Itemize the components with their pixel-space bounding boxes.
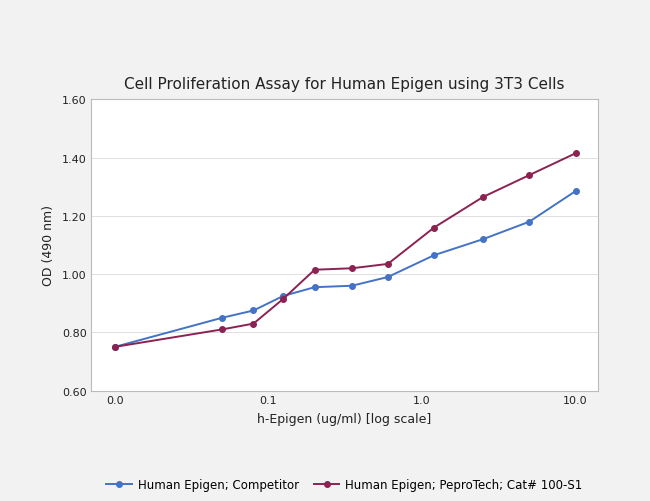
Human Epigen; PeproTech; Cat# 100-S1 xyxy=(218,327,226,333)
Human Epigen; PeproTech; Cat# 100-S1 xyxy=(479,194,487,200)
Human Epigen; Competitor xyxy=(348,283,356,289)
X-axis label: h-Epigen (ug/ml) [log scale]: h-Epigen (ug/ml) [log scale] xyxy=(257,412,432,425)
Human Epigen; Competitor xyxy=(479,236,487,242)
Human Epigen; Competitor xyxy=(311,285,318,291)
Human Epigen; Competitor xyxy=(250,308,257,314)
Title: Cell Proliferation Assay for Human Epigen using 3T3 Cells: Cell Proliferation Assay for Human Epige… xyxy=(124,77,565,92)
Legend: Human Epigen; Competitor, Human Epigen; PeproTech; Cat# 100-S1: Human Epigen; Competitor, Human Epigen; … xyxy=(107,478,582,491)
Human Epigen; Competitor xyxy=(430,253,438,259)
Human Epigen; PeproTech; Cat# 100-S1 xyxy=(250,321,257,327)
Human Epigen; Competitor xyxy=(525,219,533,225)
Human Epigen; PeproTech; Cat# 100-S1 xyxy=(348,266,356,272)
Human Epigen; PeproTech; Cat# 100-S1 xyxy=(111,344,119,350)
Human Epigen; PeproTech; Cat# 100-S1 xyxy=(311,267,318,273)
Human Epigen; Competitor xyxy=(218,315,226,321)
Human Epigen; Competitor xyxy=(280,294,287,300)
Human Epigen; Competitor xyxy=(571,189,579,195)
Line: Human Epigen; PeproTech; Cat# 100-S1: Human Epigen; PeproTech; Cat# 100-S1 xyxy=(112,151,578,350)
Y-axis label: OD (490 nm): OD (490 nm) xyxy=(42,205,55,286)
Line: Human Epigen; Competitor: Human Epigen; Competitor xyxy=(112,189,578,350)
Human Epigen; PeproTech; Cat# 100-S1 xyxy=(280,296,287,302)
Human Epigen; PeproTech; Cat# 100-S1 xyxy=(571,151,579,157)
Human Epigen; Competitor xyxy=(111,344,119,350)
Human Epigen; Competitor xyxy=(384,275,392,281)
Human Epigen; PeproTech; Cat# 100-S1 xyxy=(430,225,438,231)
Human Epigen; PeproTech; Cat# 100-S1 xyxy=(384,262,392,268)
Human Epigen; PeproTech; Cat# 100-S1 xyxy=(525,173,533,179)
